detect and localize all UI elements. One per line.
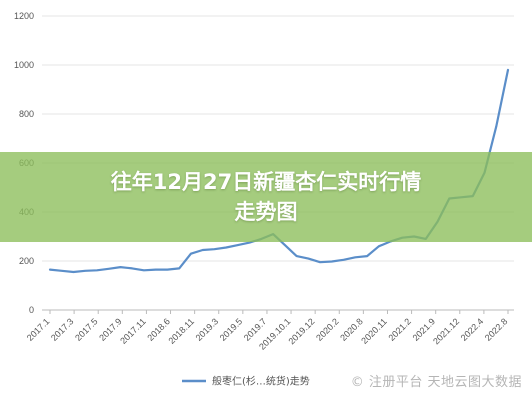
data-point-0-22 (307, 257, 309, 260)
data-point-0-20 (284, 244, 286, 246)
x-tick-label-8: 2019.5 (218, 316, 245, 343)
x-tick-label-0: 2017.1 (25, 316, 52, 343)
data-point-0-4 (96, 269, 98, 271)
y-tick-label-200: 200 (19, 256, 34, 266)
data-point-0-39 (507, 69, 509, 71)
data-point-0-5 (108, 268, 110, 270)
x-tick-label-6: 2018.11 (166, 316, 196, 346)
x-tick-label-15: 2021.2 (386, 316, 413, 343)
legend: 般枣仁(杉…统货)走势 (182, 375, 310, 388)
x-tick-label-19: 2022.8 (483, 316, 510, 343)
data-point-0-27 (366, 255, 368, 257)
x-tick-label-11: 2019.12 (286, 316, 316, 346)
y-tick-label-1200: 1200 (14, 11, 34, 21)
data-point-0-6 (119, 266, 122, 268)
data-point-0-7 (131, 267, 133, 269)
data-point-0-24 (331, 260, 333, 263)
y-tick-label-1000: 1000 (14, 60, 34, 70)
x-tick-label-17: 2021.12 (431, 316, 461, 346)
data-point-0-26 (354, 256, 356, 258)
x-tick-label-18: 2022.4 (459, 316, 486, 343)
legend-label-0: 般枣仁(杉…统货)走势 (212, 375, 310, 388)
x-tick-label-2: 2017.5 (73, 316, 100, 343)
data-point-0-9 (155, 268, 157, 271)
x-tick-label-14: 2020.11 (359, 316, 389, 346)
x-tick-label-12: 2020.2 (314, 316, 341, 343)
data-point-0-15 (225, 246, 227, 249)
data-point-0-25 (342, 259, 345, 261)
data-point-0-1 (61, 270, 63, 272)
data-point-0-28 (378, 245, 380, 247)
title-banner: 往年12月27日新疆杏仁实时行情 走势图 (0, 152, 532, 242)
data-point-0-2 (72, 271, 75, 273)
y-tick-label-0: 0 (29, 305, 34, 315)
data-point-0-38 (495, 125, 497, 127)
data-point-0-13 (202, 249, 204, 251)
x-tick-label-1: 2017.3 (49, 316, 76, 343)
data-point-0-3 (84, 270, 86, 272)
data-point-0-21 (296, 255, 298, 257)
x-tick-label-7: 2019.3 (194, 316, 221, 343)
data-point-0-10 (166, 268, 169, 271)
x-tick-label-4: 2017.11 (118, 316, 148, 346)
data-point-0-17 (249, 242, 251, 244)
data-point-0-16 (237, 244, 239, 246)
data-point-0-23 (319, 261, 321, 263)
data-point-0-0 (49, 268, 51, 271)
data-point-0-11 (178, 267, 180, 269)
data-point-0-8 (143, 269, 145, 271)
data-point-0-14 (213, 248, 216, 250)
data-point-0-12 (190, 253, 192, 255)
chart-title-line-2: 走势图 (234, 200, 298, 224)
watermark: © 注册平台 天地云图大数据 (350, 375, 522, 390)
x-axis: 2017.12017.32017.52017.92017.112018.6201… (25, 310, 510, 352)
y-tick-label-800: 800 (19, 109, 34, 119)
chart-title-line-1: 往年12月27日新疆杏仁实时行情 (110, 170, 422, 194)
